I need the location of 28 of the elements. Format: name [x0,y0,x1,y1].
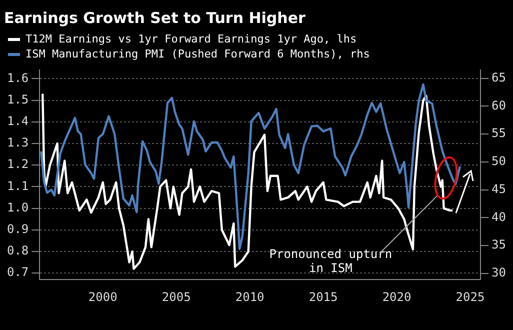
y2-tick-label: 30 [492,266,506,280]
x-tick-label: 2020 [382,290,412,304]
x-tick-label: 2025 [456,290,485,304]
x-tick-label: 2010 [235,290,264,304]
y-tick-label: 1.2 [6,157,29,172]
y2-tick-label: 35 [492,238,506,252]
x-tick-label: 2000 [88,290,118,304]
y-tick-label: 1.6 [6,70,29,85]
y-tick-label: 0.7 [6,265,29,280]
chart-title: Earnings Growth Set to Turn Higher [4,8,306,27]
y2-tick-label: 65 [492,70,506,84]
y2-tick-label: 50 [492,154,506,168]
y2-tick-label: 40 [492,210,506,224]
y-tick-label: 1.5 [6,92,29,106]
x-tick-label: 2005 [162,290,191,304]
y2-tick-label: 55 [492,126,506,140]
y-tick-label: 0.9 [6,222,29,236]
y-tick-label: 0.8 [6,244,29,258]
legend-label: T12M Earnings vs 1yr Forward Earnings 1yr Ago, lhs [26,32,357,46]
y-tick-label: 1.4 [6,114,29,128]
y2-tick-label: 60 [492,98,506,112]
y-tick-label: 1.1 [6,178,29,193]
y2-tick-label: 45 [492,182,506,196]
y-tick-label: 1.3 [6,136,29,150]
legend-label: ISM Manufacturing PMI (Pushed Forward 6 Months), rhs [26,47,370,60]
x-tick-label: 2015 [308,290,338,304]
annotation: Pronounced upturn in ISM [269,247,392,276]
y-tick-label: 1.0 [6,200,29,214]
